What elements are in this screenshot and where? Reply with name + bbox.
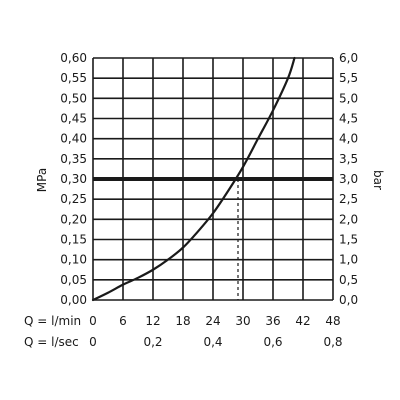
y-right-tick-label: 5,0: [339, 91, 358, 105]
y-right-tick-label: 0,5: [339, 273, 358, 287]
y-left-axis-title: MPa: [35, 168, 49, 192]
y-right-tick-label: 6,0: [339, 51, 358, 65]
y-left-tick-label: 0,10: [60, 253, 87, 267]
x-primary-tick-label: 48: [325, 314, 340, 328]
y-left-tick-label: 0,40: [60, 132, 87, 146]
x-tick-labels: 0 6 12 18 24 30 36 42 48 0 0,2 0,4 0,6 0,8: [89, 314, 342, 349]
y-left-tick-label: 0,35: [60, 152, 87, 166]
y-left-tick-label: 0,60: [60, 51, 87, 65]
x-primary-tick-label: 24: [205, 314, 220, 328]
pressure-curve: [91, 56, 296, 302]
y-left-tick-label: 0,15: [60, 233, 87, 247]
y-left-tick-label: 0,45: [60, 112, 87, 126]
y-left-tick-label: 0,20: [60, 212, 87, 226]
y-right-tick-label: 4,0: [339, 132, 358, 146]
y-left-tick-label: 0,50: [60, 91, 87, 105]
y-right-tick-label: 3,0: [339, 172, 358, 186]
y-left-tick-label: 0,55: [60, 71, 87, 85]
x-secondary-tick-label: 0,4: [203, 335, 222, 349]
y-left-tick-label: 0,30: [60, 172, 87, 186]
y-right-tick-label: 1,0: [339, 253, 358, 267]
y-left-tick-label: 0,00: [60, 293, 87, 307]
y-right-tick-label: 0,0: [339, 293, 358, 307]
x-primary-tick-label: 36: [265, 314, 280, 328]
y-right-tick-label: 2,0: [339, 212, 358, 226]
y-left-tick-labels: 0,00 0,05 0,10 0,15 0,20 0,25 0,30 0,35 0,40 0,45…: [60, 51, 87, 307]
x-secondary-axis-title: Q = l/sec: [24, 335, 79, 349]
y-right-tick-label: 2,5: [339, 192, 358, 206]
x-secondary-tick-label: 0,6: [263, 335, 282, 349]
x-primary-axis-title: Q = l/min: [24, 314, 81, 328]
data-layer: [91, 56, 333, 302]
y-left-tick-label: 0,25: [60, 192, 87, 206]
y-right-tick-labels: 0,0 0,5 1,0 1,5 2,0 2,5 3,0 3,5 4,0 4,5 5,0 5,5 6,0: [339, 51, 358, 307]
y-right-tick-label: 3,5: [339, 152, 358, 166]
x-secondary-tick-label: 0,8: [323, 335, 342, 349]
x-secondary-tick-label: 0: [89, 335, 97, 349]
y-right-tick-label: 4,5: [339, 112, 358, 126]
y-left-tick-label: 0,05: [60, 273, 87, 287]
y-right-axis-title: bar: [371, 170, 385, 190]
x-primary-tick-label: 18: [175, 314, 190, 328]
x-primary-tick-label: 30: [235, 314, 250, 328]
x-primary-tick-label: 6: [119, 314, 127, 328]
x-primary-tick-label: 42: [295, 314, 310, 328]
y-right-tick-label: 1,5: [339, 233, 358, 247]
x-primary-tick-label: 0: [89, 314, 97, 328]
y-right-tick-label: 5,5: [339, 71, 358, 85]
x-secondary-tick-label: 0,2: [143, 335, 162, 349]
x-primary-tick-label: 12: [145, 314, 160, 328]
